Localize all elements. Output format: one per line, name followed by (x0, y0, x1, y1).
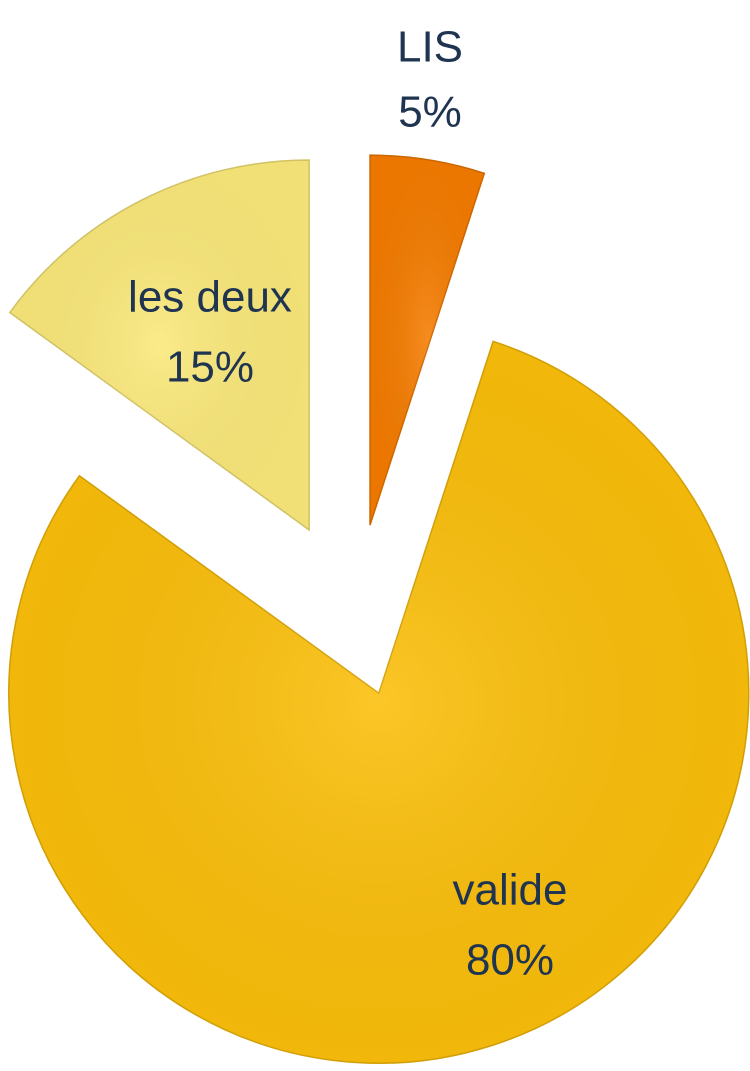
slice-label: valide (453, 866, 568, 915)
slice-shade (370, 155, 485, 526)
slice-value-label: 5% (398, 88, 462, 137)
slice-value-label: 80% (466, 936, 554, 985)
slice-shade (9, 160, 310, 531)
slice-shade (8, 341, 749, 1064)
slice-label: LIS (397, 23, 463, 72)
slice-value-label: 15% (166, 343, 254, 392)
slice-label: les deux (128, 273, 292, 322)
